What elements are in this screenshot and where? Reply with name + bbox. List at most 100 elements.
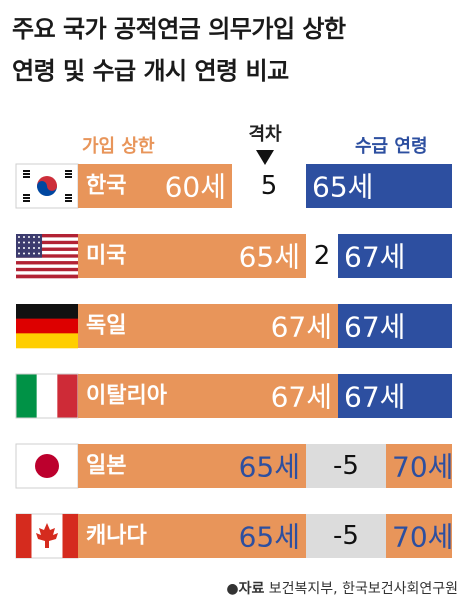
header-join-limit: 가입 상한 xyxy=(82,136,155,157)
flag-star xyxy=(23,241,25,244)
flag-band xyxy=(36,374,58,418)
trigram-bar xyxy=(65,173,72,175)
flag-band xyxy=(16,318,78,334)
flag-stripe xyxy=(16,237,78,242)
trigram-bar xyxy=(65,194,72,196)
flag-stripe xyxy=(16,247,78,252)
source-note: ●자료 보건복지부, 한국보건사회연구원 xyxy=(226,578,458,598)
header-pension-age: 수급 연령 xyxy=(355,136,428,157)
flag-stripe xyxy=(16,264,78,269)
japan-flag xyxy=(15,443,79,489)
pension-age-bar xyxy=(338,234,452,278)
country-label: 이탈리아 xyxy=(86,384,168,409)
flag-star xyxy=(18,247,20,249)
flag-star xyxy=(38,241,40,244)
down-triangle-icon xyxy=(256,150,274,165)
source-label: 자료 xyxy=(238,581,265,597)
flag-stripe xyxy=(16,234,78,238)
flag-sun xyxy=(35,454,59,478)
gap-box xyxy=(306,514,386,558)
flag-band xyxy=(16,304,78,319)
join-limit-value: 65세 xyxy=(239,451,300,484)
flag-star xyxy=(38,252,40,255)
flag-star xyxy=(33,247,35,249)
trigram-bar xyxy=(23,194,30,196)
row-2: 2 미국 65세 67세 xyxy=(16,234,452,279)
flag-star xyxy=(38,236,40,238)
south-korea-flag xyxy=(15,163,79,209)
trigram-bar xyxy=(65,197,72,199)
flag-star xyxy=(33,252,35,255)
flag-stripe xyxy=(16,254,78,258)
country-label: 캐나다 xyxy=(86,524,147,549)
flag-stripe xyxy=(16,271,78,275)
flag-side xyxy=(62,514,78,558)
germany-flag xyxy=(16,304,78,349)
gap-value: 5 xyxy=(261,171,278,201)
flag-star xyxy=(18,236,20,238)
trigram-bar xyxy=(65,200,72,202)
flag-stripe xyxy=(16,274,78,279)
flag-star xyxy=(28,241,30,244)
pension-age-bar xyxy=(338,304,452,348)
flag-star xyxy=(33,241,35,244)
flag-band xyxy=(16,333,78,349)
flag-star xyxy=(23,252,25,255)
flag-canton xyxy=(16,234,43,258)
row-5: -5 일본 65세 70세 xyxy=(15,443,453,489)
pension-age-value: 70세 xyxy=(392,451,453,484)
row-1: 5 한국 60세 65세 xyxy=(15,163,452,209)
title-line-2: 연령 및 수급 개시 연령 비교 xyxy=(12,57,289,85)
flag-star xyxy=(38,247,40,249)
join-limit-value: 67세 xyxy=(271,311,332,344)
trigram-bar xyxy=(65,170,72,172)
pension-age-value: 67세 xyxy=(344,311,405,344)
pension-age-bar xyxy=(386,444,452,488)
join-limit-value: 65세 xyxy=(239,241,300,274)
trigram-bar xyxy=(65,176,72,178)
header-gap: 격차 xyxy=(248,124,282,145)
source-bullet: ● xyxy=(226,581,239,597)
flag-stripe xyxy=(16,244,78,248)
flag-stripe xyxy=(16,267,78,272)
join-limit-value: 65세 xyxy=(239,521,300,554)
flag-star xyxy=(23,247,25,249)
pension-age-bar xyxy=(386,514,452,558)
join-limit-bar xyxy=(78,514,306,558)
flag-star xyxy=(33,236,35,238)
maple-leaf-icon xyxy=(36,523,58,548)
flag-stripe xyxy=(16,240,78,245)
flag-star xyxy=(18,252,20,255)
country-label: 미국 xyxy=(86,244,126,269)
join-limit-value: 60세 xyxy=(165,171,226,204)
flag-star xyxy=(28,236,30,238)
taegeuk-red-dot xyxy=(47,181,57,191)
trigram-bar xyxy=(23,197,30,199)
pension-age-value: 65세 xyxy=(312,171,373,204)
flag-star xyxy=(28,252,30,255)
country-label: 독일 xyxy=(86,314,126,339)
flag-star xyxy=(18,241,20,244)
row-4: 이탈리아 67세 67세 xyxy=(15,373,452,419)
join-limit-bar xyxy=(78,444,306,488)
flag-star xyxy=(23,236,25,238)
gap-value: -5 xyxy=(333,451,359,481)
join-limit-bar xyxy=(78,304,338,348)
title-line-1: 주요 국가 공적연금 의무가입 상한 xyxy=(12,15,346,43)
country-label: 한국 xyxy=(86,174,126,199)
pension-age-value: 67세 xyxy=(344,381,405,414)
usa-flag xyxy=(16,234,78,279)
join-limit-bar xyxy=(78,164,232,208)
pension-age-bar xyxy=(306,164,452,208)
pension-age-value: 70세 xyxy=(392,521,453,554)
gap-box xyxy=(306,444,386,488)
flag-side xyxy=(16,514,32,558)
gap-value: 2 xyxy=(314,241,331,271)
row-3: 독일 67세 67세 xyxy=(16,304,452,349)
country-label: 일본 xyxy=(86,454,126,479)
trigram-bar xyxy=(23,176,30,178)
join-limit-bar xyxy=(78,374,338,418)
flag-band xyxy=(16,374,37,418)
flag-stripe xyxy=(16,261,78,265)
